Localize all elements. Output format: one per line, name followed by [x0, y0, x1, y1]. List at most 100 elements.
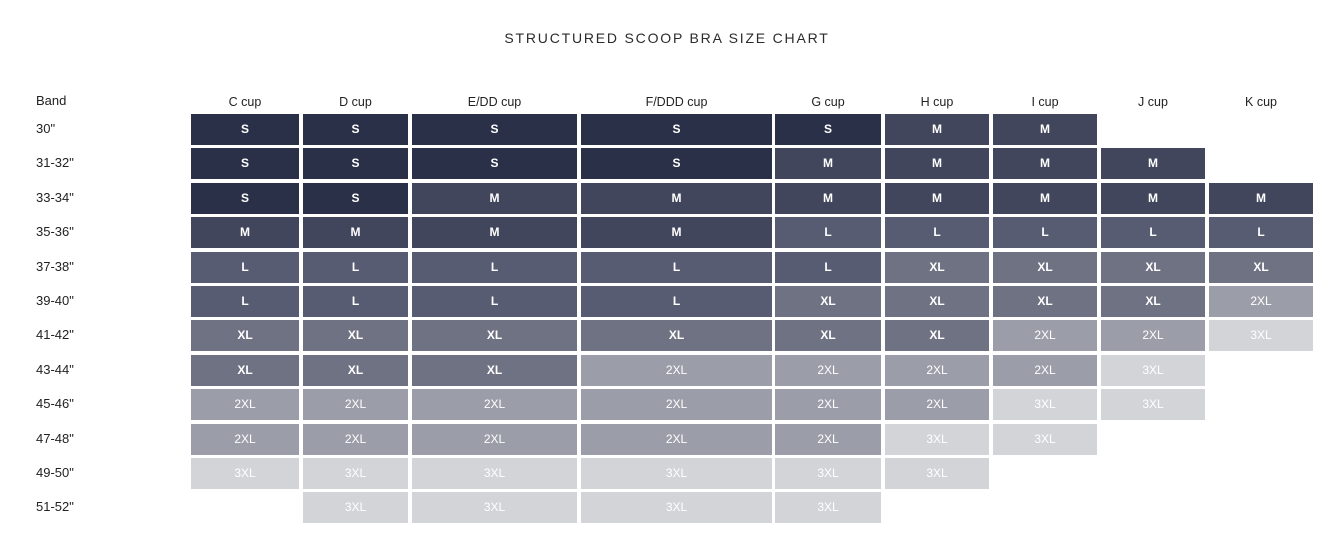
size-cell: XL	[191, 355, 299, 386]
size-cell: M	[993, 114, 1097, 145]
size-cell: S	[191, 183, 299, 214]
size-cell: XL	[1101, 252, 1205, 283]
size-cell: 2XL	[303, 424, 408, 455]
column-header-d-cup: D cup	[339, 95, 372, 109]
size-cell: M	[412, 217, 577, 248]
band-label: 31-32"	[36, 155, 74, 170]
size-cell: 2XL	[1101, 320, 1205, 351]
size-cell: XL	[775, 286, 881, 317]
size-cell: L	[993, 217, 1097, 248]
size-cell: 2XL	[993, 320, 1097, 351]
size-cell: L	[1101, 217, 1205, 248]
size-cell: 3XL	[191, 458, 299, 489]
size-cell: S	[412, 148, 577, 179]
size-cell: L	[303, 252, 408, 283]
size-cell: XL	[303, 320, 408, 351]
size-cell: 3XL	[412, 458, 577, 489]
size-cell: M	[1101, 148, 1205, 179]
size-cell: 2XL	[412, 389, 577, 420]
size-cell: 2XL	[191, 424, 299, 455]
size-cell: 3XL	[775, 492, 881, 523]
size-cell: 3XL	[303, 492, 408, 523]
band-label: 33-34"	[36, 190, 74, 205]
band-label: 43-44"	[36, 362, 74, 377]
size-cell: 2XL	[885, 389, 989, 420]
size-cell: L	[581, 286, 772, 317]
column-header-i-cup: I cup	[1031, 95, 1059, 109]
band-label: 41-42"	[36, 327, 74, 342]
size-cell: XL	[885, 252, 989, 283]
size-cell: M	[191, 217, 299, 248]
size-cell: 3XL	[885, 458, 989, 489]
size-cell: 3XL	[993, 424, 1097, 455]
size-cell: M	[412, 183, 577, 214]
size-cell: XL	[993, 252, 1097, 283]
band-column-header: Band	[36, 93, 67, 108]
column-header-c-cup: C cup	[228, 95, 262, 109]
size-cell: M	[993, 148, 1097, 179]
column-header-h-cup: H cup	[920, 95, 954, 109]
size-cell: 3XL	[885, 424, 989, 455]
size-cell: S	[775, 114, 881, 145]
size-cell: S	[191, 114, 299, 145]
size-cell: L	[412, 252, 577, 283]
size-cell: XL	[1209, 252, 1313, 283]
size-cell: 3XL	[775, 458, 881, 489]
column-header-g-cup: G cup	[811, 95, 845, 109]
size-cell: S	[581, 148, 772, 179]
size-cell: 2XL	[303, 389, 408, 420]
size-cell: M	[885, 114, 989, 145]
band-label: 39-40"	[36, 293, 74, 308]
size-cell: 2XL	[581, 355, 772, 386]
band-label: 45-46"	[36, 396, 74, 411]
size-cell: XL	[191, 320, 299, 351]
size-cell: 3XL	[1101, 355, 1205, 386]
size-cell: M	[885, 148, 989, 179]
size-cell: XL	[581, 320, 772, 351]
size-cell: S	[191, 148, 299, 179]
size-cell: S	[303, 148, 408, 179]
size-cell: 2XL	[775, 355, 881, 386]
column-header-k-cup: K cup	[1245, 95, 1277, 109]
size-cell: XL	[412, 355, 577, 386]
size-cell: L	[191, 252, 299, 283]
size-cell: 2XL	[993, 355, 1097, 386]
band-label: 51-52"	[36, 499, 74, 514]
size-cell: 3XL	[993, 389, 1097, 420]
size-cell: L	[303, 286, 408, 317]
column-header-e-dd-cup: E/DD cup	[467, 95, 522, 109]
size-cell: M	[885, 183, 989, 214]
size-cell: 3XL	[1101, 389, 1205, 420]
column-header-f-ddd-cup: F/DDD cup	[645, 95, 708, 109]
size-cell: S	[581, 114, 772, 145]
size-cell: 3XL	[581, 492, 772, 523]
size-cell: S	[303, 114, 408, 145]
size-cell: 3XL	[412, 492, 577, 523]
size-cell: 3XL	[1209, 320, 1313, 351]
size-cell: XL	[412, 320, 577, 351]
size-cell: 2XL	[191, 389, 299, 420]
band-label: 49-50"	[36, 465, 74, 480]
band-label: 47-48"	[36, 431, 74, 446]
chart-title: STRUCTURED SCOOP BRA SIZE CHART	[504, 30, 830, 46]
size-cell: 3XL	[303, 458, 408, 489]
size-cell: XL	[1101, 286, 1205, 317]
size-cell: XL	[885, 320, 989, 351]
size-cell: 2XL	[581, 389, 772, 420]
size-cell: M	[775, 148, 881, 179]
band-label: 37-38"	[36, 259, 74, 274]
size-cell: M	[1101, 183, 1205, 214]
size-cell: M	[581, 217, 772, 248]
size-cell: 2XL	[885, 355, 989, 386]
size-cell: L	[1209, 217, 1313, 248]
size-cell: XL	[993, 286, 1097, 317]
size-cell: XL	[775, 320, 881, 351]
size-cell: L	[581, 252, 772, 283]
size-cell: L	[775, 252, 881, 283]
size-cell: L	[885, 217, 989, 248]
band-label: 30"	[36, 121, 56, 136]
size-cell: M	[1209, 183, 1313, 214]
size-cell: 3XL	[581, 458, 772, 489]
size-cell: 2XL	[412, 424, 577, 455]
size-cell: XL	[303, 355, 408, 386]
